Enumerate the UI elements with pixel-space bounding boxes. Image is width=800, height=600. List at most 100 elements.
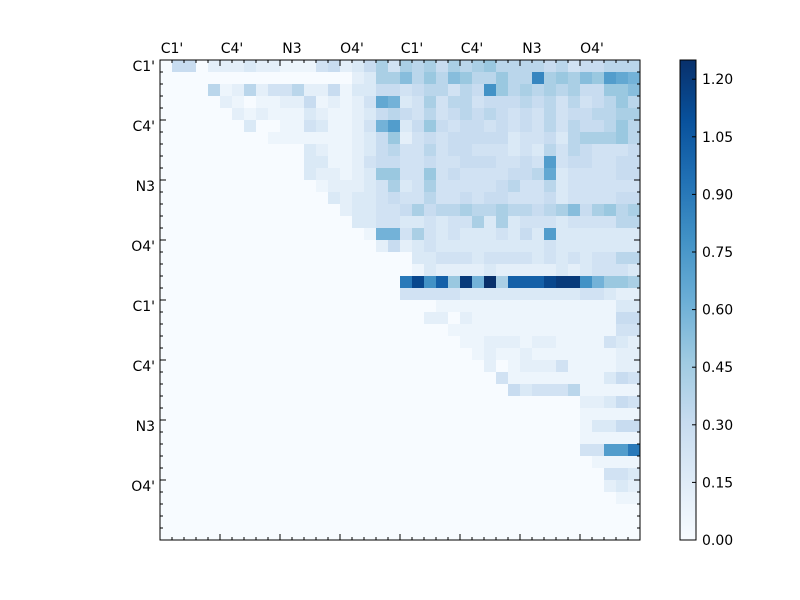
heatmap-cell [388, 480, 401, 493]
heatmap-cell [256, 132, 269, 145]
heatmap-cell [220, 504, 233, 517]
heatmap-cell [208, 240, 221, 253]
heatmap-cell [304, 60, 317, 73]
x-tick-label: C4' [221, 41, 244, 57]
heatmap-cell [388, 456, 401, 469]
heatmap-cell [436, 72, 449, 85]
heatmap-cell [460, 276, 473, 289]
heatmap-cell [472, 528, 485, 541]
heatmap-cell [280, 84, 293, 97]
heatmap-cell [400, 96, 413, 109]
heatmap-cell [448, 252, 461, 265]
heatmap-cell [556, 108, 569, 121]
heatmap-cell [508, 96, 521, 109]
heatmap-cell [484, 504, 497, 517]
heatmap-cell [604, 396, 617, 409]
heatmap-cell [592, 372, 605, 385]
heatmap-cell [484, 384, 497, 397]
heatmap-cell [436, 420, 449, 433]
heatmap-cell [412, 372, 425, 385]
heatmap-cell [568, 528, 581, 541]
heatmap-cell [172, 384, 185, 397]
heatmap-cell [592, 300, 605, 313]
heatmap-cell [184, 432, 197, 445]
heatmap-cell [220, 240, 233, 253]
heatmap-cell [292, 60, 305, 73]
heatmap-cell [448, 204, 461, 217]
heatmap-cell [220, 408, 233, 421]
heatmap-cell [292, 240, 305, 253]
heatmap-cell [436, 516, 449, 529]
heatmap-cell [544, 432, 557, 445]
heatmap-cell [172, 348, 185, 361]
heatmap-cell [544, 120, 557, 133]
heatmap-cell [160, 492, 173, 505]
heatmap-cell [160, 348, 173, 361]
heatmap-cell [592, 420, 605, 433]
heatmap-cell [604, 276, 617, 289]
heatmap-cell [520, 324, 533, 337]
heatmap-cell [568, 360, 581, 373]
heatmap-cell [448, 228, 461, 241]
heatmap-cell [304, 384, 317, 397]
heatmap-cell [568, 372, 581, 385]
heatmap-cell [160, 180, 173, 193]
heatmap-cell [232, 252, 245, 265]
heatmap-cell [616, 312, 629, 325]
heatmap-cell [256, 324, 269, 337]
heatmap-cell [184, 444, 197, 457]
heatmap-cell [544, 492, 557, 505]
heatmap-cell [292, 132, 305, 145]
heatmap-cell [268, 324, 281, 337]
heatmap-cell [604, 264, 617, 277]
heatmap-cell [616, 192, 629, 205]
heatmap-cell [424, 108, 437, 121]
heatmap-cell [316, 252, 329, 265]
heatmap-cell [292, 336, 305, 349]
heatmap-cell [448, 192, 461, 205]
heatmap-cell [160, 432, 173, 445]
heatmap-cell [196, 168, 209, 181]
heatmap-cell [340, 168, 353, 181]
heatmap-cell [376, 348, 389, 361]
heatmap-cell [352, 144, 365, 157]
heatmap-cell [256, 240, 269, 253]
heatmap-cell [172, 492, 185, 505]
heatmap-cell [460, 288, 473, 301]
heatmap-cell [508, 408, 521, 421]
heatmap-cell [364, 336, 377, 349]
heatmap-cell [616, 132, 629, 145]
heatmap-cell [220, 132, 233, 145]
heatmap-cell [628, 72, 641, 85]
heatmap-cell [388, 528, 401, 541]
heatmap-cell [388, 384, 401, 397]
heatmap-cell [496, 276, 509, 289]
heatmap-cell [628, 504, 641, 517]
heatmap-cell [340, 192, 353, 205]
heatmap-cell [556, 264, 569, 277]
heatmap-cell [172, 264, 185, 277]
heatmap-cell [256, 300, 269, 313]
heatmap-cell [304, 504, 317, 517]
heatmap-cell [580, 324, 593, 337]
heatmap-cell [508, 240, 521, 253]
heatmap-cell [280, 288, 293, 301]
heatmap-cell [520, 312, 533, 325]
heatmap-cell [496, 360, 509, 373]
heatmap-cell [256, 144, 269, 157]
heatmap-cell [616, 492, 629, 505]
heatmap-cell [400, 324, 413, 337]
heatmap-cell [376, 468, 389, 481]
heatmap-cell [280, 324, 293, 337]
heatmap-cell [484, 84, 497, 97]
heatmap-cell [592, 492, 605, 505]
heatmap-cell [232, 372, 245, 385]
heatmap-cell [484, 444, 497, 457]
heatmap-cell [220, 60, 233, 73]
heatmap-cell [592, 468, 605, 481]
heatmap-cell [628, 96, 641, 109]
heatmap-cell [508, 276, 521, 289]
heatmap-cell [400, 492, 413, 505]
heatmap-cell [448, 156, 461, 169]
heatmap-cell [232, 396, 245, 409]
